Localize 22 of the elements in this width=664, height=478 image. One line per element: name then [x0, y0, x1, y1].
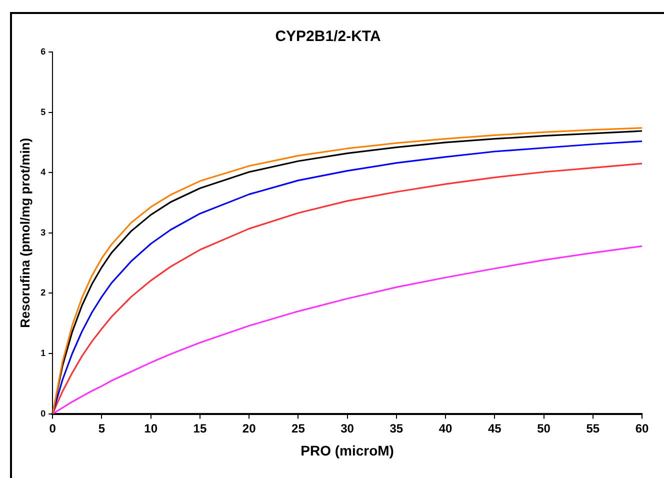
- x-tick-label: 5: [98, 421, 106, 436]
- y-tick-label: 0: [40, 408, 46, 418]
- x-axis-title: PRO (microM): [300, 442, 394, 458]
- chart-title: CYP2B1/2-KTA: [275, 28, 381, 46]
- y-tick-label: 1: [40, 348, 46, 358]
- y-tick-label: 3: [40, 227, 46, 238]
- x-tick-label: 35: [390, 421, 404, 436]
- x-tick-label: 15: [193, 421, 207, 436]
- y-tick-label: 4: [40, 167, 46, 178]
- y-axis-title: Resorufina (pmol/mg prot/min): [17, 138, 32, 328]
- y-tick-label: 5: [40, 106, 46, 117]
- x-tick-label: 30: [340, 421, 354, 436]
- x-tick-label: 60: [635, 421, 649, 436]
- y-tick-label: 2: [40, 288, 46, 298]
- y-tick-label: 6: [40, 46, 46, 56]
- x-tick-label: 20: [242, 421, 256, 436]
- x-tick-label: 45: [488, 421, 502, 436]
- x-tick-label: 40: [438, 421, 453, 436]
- x-tick-label: 10: [144, 421, 158, 436]
- x-tick-label: 50: [537, 421, 551, 436]
- x-tick-label: 55: [586, 421, 600, 436]
- x-tick-label: 25: [292, 421, 306, 436]
